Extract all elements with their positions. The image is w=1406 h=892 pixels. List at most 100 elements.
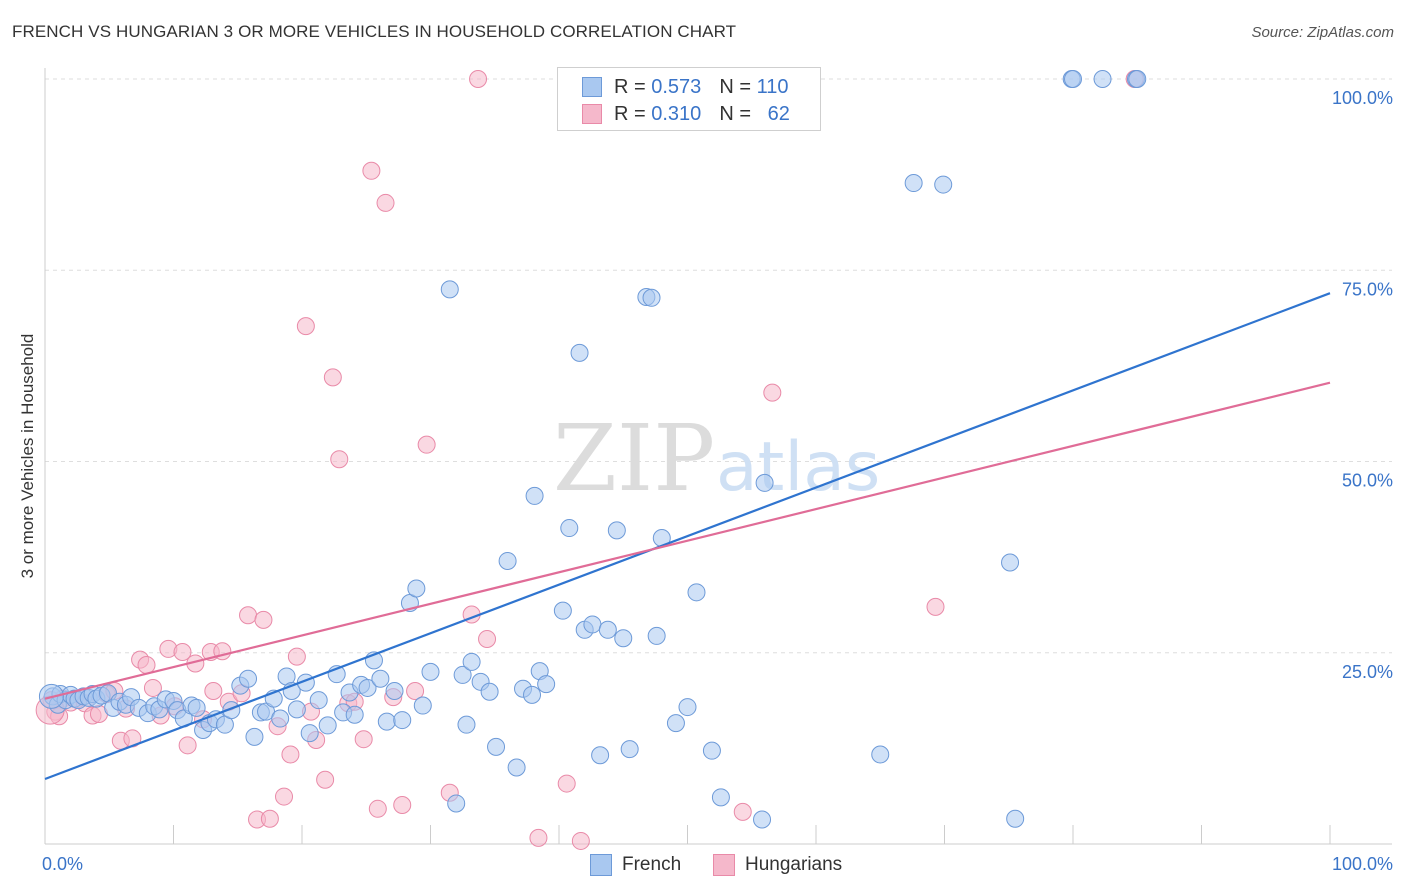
hungarians-point [529,828,548,847]
french-n-label: N = [719,75,751,98]
hungarians-point [393,795,412,814]
hungarians-point [178,736,197,755]
hungarians-point [287,647,306,666]
french-point [385,682,404,700]
hungarians-point [354,730,373,749]
french-point [755,473,774,492]
hungarians-point [254,610,273,629]
hungarians-point [362,161,381,180]
hungarians-point [733,802,752,821]
french-point [371,669,390,688]
hungarians-point [204,682,223,700]
y-tick-label-100: 100.0% [1332,88,1393,108]
hungarians-n-label: N = [719,102,751,125]
hungarians-point [417,435,436,454]
french-point [377,712,396,731]
french-point [553,601,572,620]
hungarians-legend-swatch [713,854,735,876]
french-point [598,620,617,639]
french-point [271,709,290,728]
hungarians-n-value: 62 [767,102,790,125]
french-point [537,675,556,694]
french-point [702,741,721,760]
french-point [583,615,602,634]
french-point [245,727,264,746]
y-tick-label-50: 50.0% [1342,471,1393,491]
y-tick-label-25: 25.0% [1342,662,1393,682]
hungarians-point [137,655,156,674]
y-tick-label-75: 75.0% [1342,279,1393,299]
french-point [1006,809,1025,828]
hungarians-point [376,193,395,212]
french-point [309,691,328,710]
trend-lines [44,292,1331,781]
french-point [1093,70,1112,88]
watermark: ZIP atlas [553,405,880,512]
french-point [345,705,364,724]
french-point [711,788,730,807]
bottom-legend-hungarians: Hungarians [713,853,842,877]
watermark-zip: ZIP [553,405,715,512]
hungarians-swatch [582,104,602,124]
french-swatch [582,77,602,97]
french-point [934,175,953,194]
french-legend-swatch [590,854,612,876]
french-point [620,740,639,759]
grid-lines [45,78,1392,654]
french-point [480,682,499,701]
french-point [525,486,544,505]
french-point [687,583,706,602]
legend-row-french: R = 0.573 N = 110 [582,75,788,99]
hungarians-point [239,606,258,625]
french-point [1001,553,1020,572]
hungarians-point [316,770,335,789]
french-point [239,669,258,688]
french-point [753,810,772,829]
french-point [614,629,633,648]
hungarians-point [173,642,192,661]
hungarians-point [296,317,315,336]
french-point [1128,70,1147,88]
french-point [453,665,472,684]
french-point [678,698,697,717]
french-point [591,746,610,765]
hungarians-point [478,629,497,648]
hungarians-r-value: 0.310 [651,102,702,125]
hungarians-point [281,745,300,764]
x-tick-label-100: 100.0% [1332,854,1393,874]
french-point [560,519,579,538]
french-point [487,737,506,756]
tick-labels: 25.0% 50.0% 75.0% 100.0% 0.0% 100.0% [42,88,1393,874]
french-point [498,551,517,570]
french-r-value: 0.573 [651,75,702,98]
french-point [642,288,661,307]
french-point [607,521,626,540]
hungarians-point [469,70,488,88]
french-point [440,280,459,299]
bottom-legend-french: French [590,853,681,877]
french-point [647,626,666,645]
french-legend-label: French [622,854,682,875]
french-point [1064,70,1082,88]
french-point [187,698,206,717]
source-credit: Source: ZipAtlas.com [1251,24,1394,41]
x-tick-label-0: 0.0% [42,854,83,874]
french-point [523,685,542,704]
french-trend-line [44,292,1331,781]
hungarians-trend-line [44,381,1331,700]
french-point [507,758,526,777]
french-point [462,652,481,671]
french-point [666,714,685,733]
french-point [421,662,440,681]
hungarians-point [143,678,162,697]
hungarians-r-label: R = [614,102,646,125]
french-point [358,678,377,697]
french-point [318,716,337,735]
french-point [300,724,319,743]
hungarians-point [557,774,576,793]
french-n-value: 110 [756,75,789,98]
french-point [904,174,923,193]
french-point [413,696,432,715]
chart-title: FRENCH VS HUNGARIAN 3 OR MORE VEHICLES I… [12,22,737,41]
